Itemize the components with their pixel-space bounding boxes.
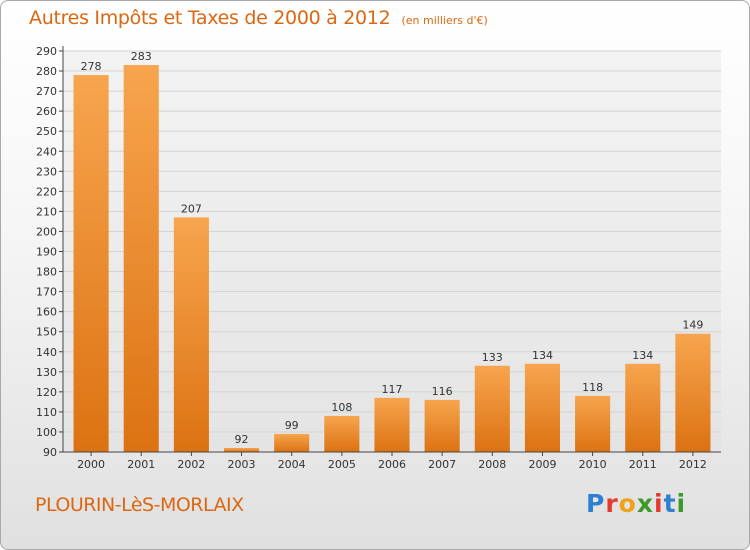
bar-value-label: 92 — [235, 433, 249, 446]
bar-value-label: 108 — [331, 401, 352, 414]
x-tick-label: 2010 — [579, 458, 607, 471]
bar-value-label: 118 — [582, 381, 603, 394]
bar-value-label: 116 — [432, 385, 453, 398]
x-tick-label: 2003 — [228, 458, 256, 471]
bar-value-label: 278 — [81, 60, 102, 73]
y-tick-label: 220 — [36, 185, 57, 198]
y-tick-label: 280 — [36, 65, 57, 78]
bar-2009 — [524, 363, 561, 452]
y-tick-label: 250 — [36, 125, 57, 138]
logo-letter: i — [676, 489, 687, 518]
bar-2012 — [675, 333, 711, 452]
bar-2008 — [474, 365, 510, 452]
y-tick-label: 290 — [36, 45, 57, 58]
x-tick-label: 2009 — [528, 458, 556, 471]
bar-2007 — [424, 399, 460, 452]
y-tick-label: 140 — [36, 346, 57, 359]
bar-2002 — [173, 217, 209, 452]
bar-value-label: 133 — [482, 351, 503, 364]
bar-value-label: 134 — [532, 349, 553, 362]
place-name: PLOURIN-LèS-MORLAIX — [35, 494, 244, 516]
chart-subtitle: (en milliers d'€) — [401, 14, 488, 27]
y-tick-label: 150 — [36, 326, 57, 339]
y-tick-label: 110 — [36, 406, 57, 419]
bar-value-label: 99 — [285, 419, 299, 432]
logo-letter: i — [654, 489, 664, 518]
x-tick-label: 2000 — [77, 458, 105, 471]
logo-letter: t — [663, 489, 677, 518]
chart-title: Autres Impôts et Taxes de 2000 à 2012 — [29, 7, 391, 29]
y-tick-label: 100 — [36, 426, 57, 439]
logo-letter: x — [636, 489, 654, 518]
bar-value-label: 117 — [382, 383, 403, 396]
x-tick-label: 2002 — [177, 458, 205, 471]
y-tick-label: 200 — [36, 225, 57, 238]
y-tick-label: 120 — [36, 386, 57, 399]
y-tick-label: 210 — [36, 205, 57, 218]
bar-2004 — [274, 433, 310, 452]
y-tick-label: 130 — [36, 366, 57, 379]
logo-letter: o — [618, 489, 637, 518]
x-tick-label: 2011 — [629, 458, 657, 471]
bar-2003 — [223, 447, 260, 452]
x-tick-label: 2012 — [679, 458, 707, 471]
x-tick-label: 2005 — [328, 458, 356, 471]
y-tick-label: 240 — [36, 145, 57, 158]
x-tick-label: 2004 — [278, 458, 306, 471]
logo-letter: r — [605, 489, 619, 518]
y-tick-label: 170 — [36, 286, 57, 299]
y-tick-label: 230 — [36, 165, 57, 178]
x-tick-label: 2006 — [378, 458, 406, 471]
bar-value-label: 207 — [181, 202, 202, 215]
logo-letter: P — [586, 489, 606, 518]
bar-value-label: 283 — [131, 50, 152, 63]
bar-value-label: 134 — [632, 349, 653, 362]
bar-2010 — [575, 395, 611, 452]
title-row: Autres Impôts et Taxes de 2000 à 2012 (e… — [29, 7, 488, 29]
bar-2011 — [625, 363, 661, 452]
y-tick-label: 160 — [36, 306, 57, 319]
x-tick-label: 2008 — [478, 458, 506, 471]
bar-2006 — [374, 397, 410, 452]
bar-2000 — [73, 75, 109, 452]
y-tick-label: 190 — [36, 246, 57, 259]
bar-2005 — [324, 415, 360, 452]
bar-value-label: 149 — [682, 319, 703, 332]
bar-2001 — [123, 65, 159, 452]
y-tick-label: 180 — [36, 266, 57, 279]
proxiti-logo: Proxiti — [586, 489, 686, 518]
x-tick-label: 2007 — [428, 458, 456, 471]
y-tick-label: 260 — [36, 105, 57, 118]
x-tick-label: 2001 — [127, 458, 155, 471]
y-tick-label: 270 — [36, 85, 57, 98]
y-tick-label: 90 — [43, 446, 57, 459]
